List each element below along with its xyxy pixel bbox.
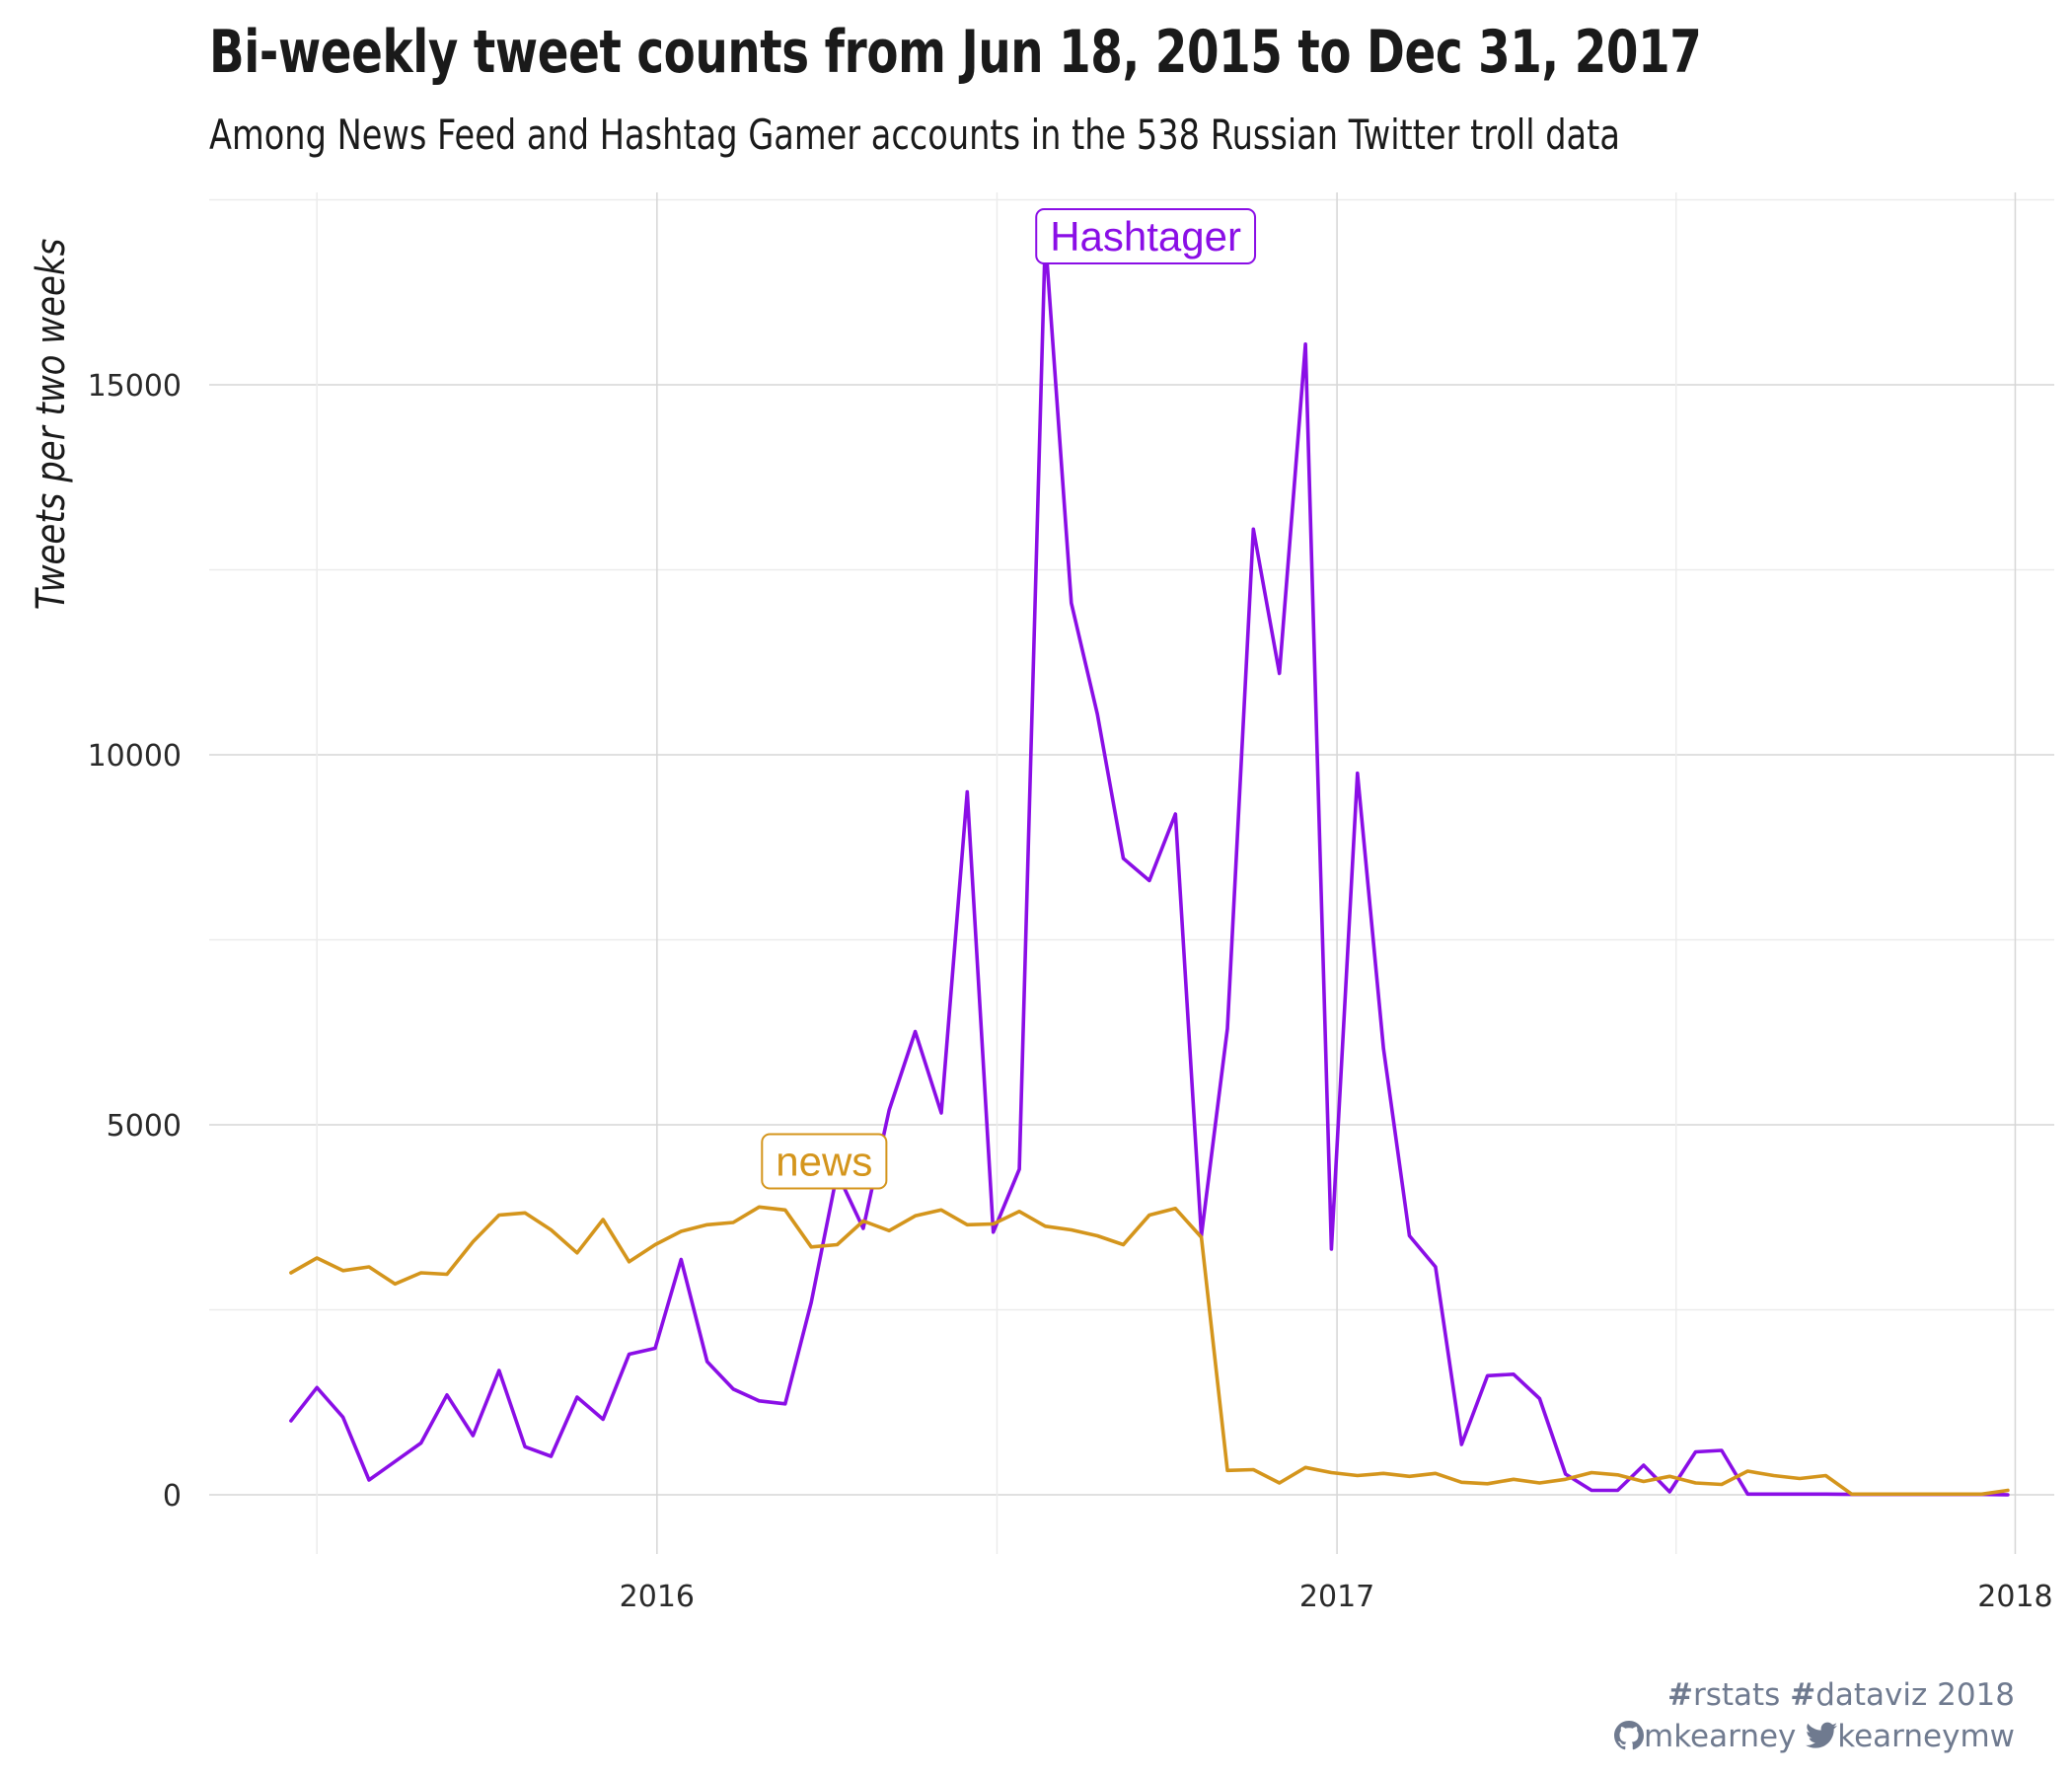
svg-text:news: news [776, 1139, 872, 1185]
caption-rstats: rstats [1692, 1677, 1781, 1713]
chart-subtitle: Among News Feed and Hashtag Gamer accoun… [209, 111, 1620, 159]
caption-line-2: mkearney kearneymw [1614, 1719, 2015, 1754]
github-icon [1614, 1721, 1645, 1750]
x-tick-label: 2016 [620, 1580, 695, 1614]
series-line-news [289, 1205, 2010, 1497]
series-lines [289, 235, 2010, 1497]
caption-line-1: #rstats #dataviz 2018 [1667, 1677, 2015, 1713]
y-tick-label: 15000 [88, 369, 182, 404]
svg-text:Hashtager: Hashtager [1050, 213, 1241, 259]
y-tick-label: 10000 [88, 739, 182, 774]
hashtag-icon: # [1667, 1677, 1693, 1713]
series-line-hashtager [289, 235, 2010, 1497]
x-tick-label: 2017 [1299, 1580, 1374, 1614]
y-tick-labels: 0 5000 10000 15000 [88, 369, 182, 1514]
x-tick-label: 2018 [1977, 1580, 2052, 1614]
twitter-icon [1806, 1722, 1838, 1748]
y-tick-label: 0 [163, 1479, 182, 1514]
series-label-hashtager: Hashtager [1035, 208, 1257, 264]
caption-dataviz: dataviz 2018 [1815, 1677, 2015, 1713]
x-tick-labels: 2016 2017 2018 [620, 1580, 2053, 1614]
grid-lines [209, 192, 2054, 1554]
hashtag-icon: # [1790, 1677, 1816, 1713]
y-tick-label: 5000 [107, 1109, 182, 1144]
caption-twitter-handle: kearneymw [1837, 1719, 2015, 1754]
series-label-news: news [761, 1133, 888, 1190]
chart-title: Bi-weekly tweet counts from Jun 18, 2015… [209, 18, 1702, 87]
caption-github-handle: mkearney [1644, 1719, 1797, 1754]
series-labels: Hashtager news [761, 208, 1257, 1190]
